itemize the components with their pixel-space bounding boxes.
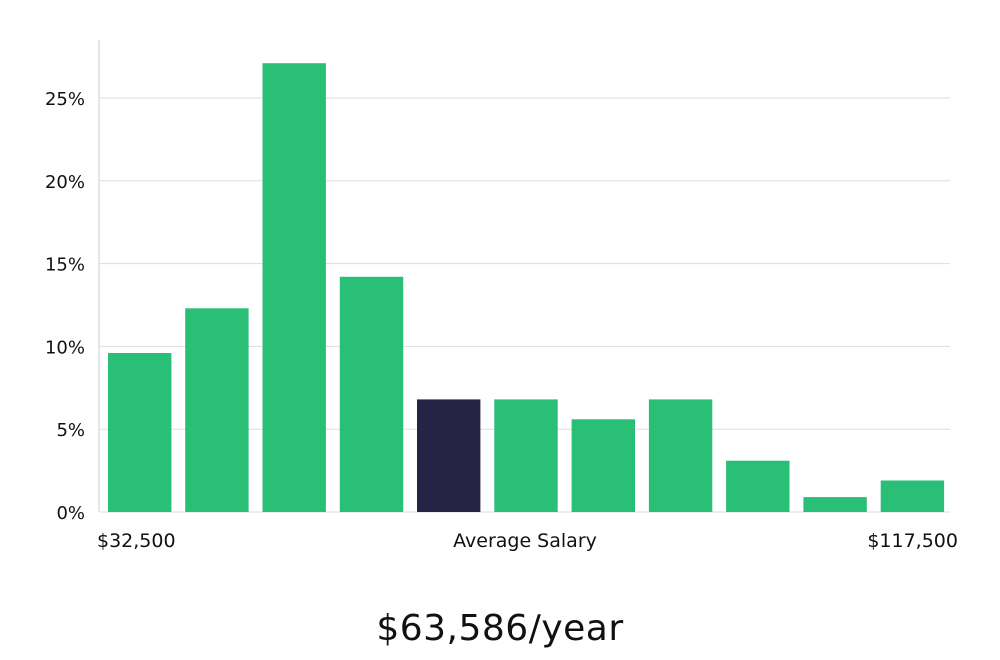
bar: [880, 480, 945, 512]
y-tick-label: 15%: [45, 255, 85, 276]
bar-highlight-average: [417, 399, 481, 512]
bar: [571, 419, 635, 512]
x-label-min: $32,500: [97, 530, 176, 552]
y-tick-label: 0%: [56, 503, 85, 524]
bar: [648, 399, 713, 512]
bar: [726, 460, 790, 512]
x-label-max: $117,500: [867, 530, 958, 552]
bar-chart: 0% 5% 10% 15% 20% 25% $32,500 Average Salary $11…: [45, 40, 958, 552]
bar: [108, 353, 172, 512]
y-tick-label: 20%: [45, 172, 85, 193]
y-tick-label: 5%: [56, 420, 85, 441]
bar: [185, 308, 249, 512]
y-tick-label: 25%: [45, 89, 85, 110]
bar: [262, 63, 326, 512]
y-tick-label: 10%: [45, 337, 85, 358]
bar: [803, 497, 867, 512]
bar: [494, 399, 558, 512]
average-salary-value: $63,586/year: [376, 608, 624, 649]
x-label-center: Average Salary: [453, 530, 597, 552]
bar: [339, 276, 404, 512]
